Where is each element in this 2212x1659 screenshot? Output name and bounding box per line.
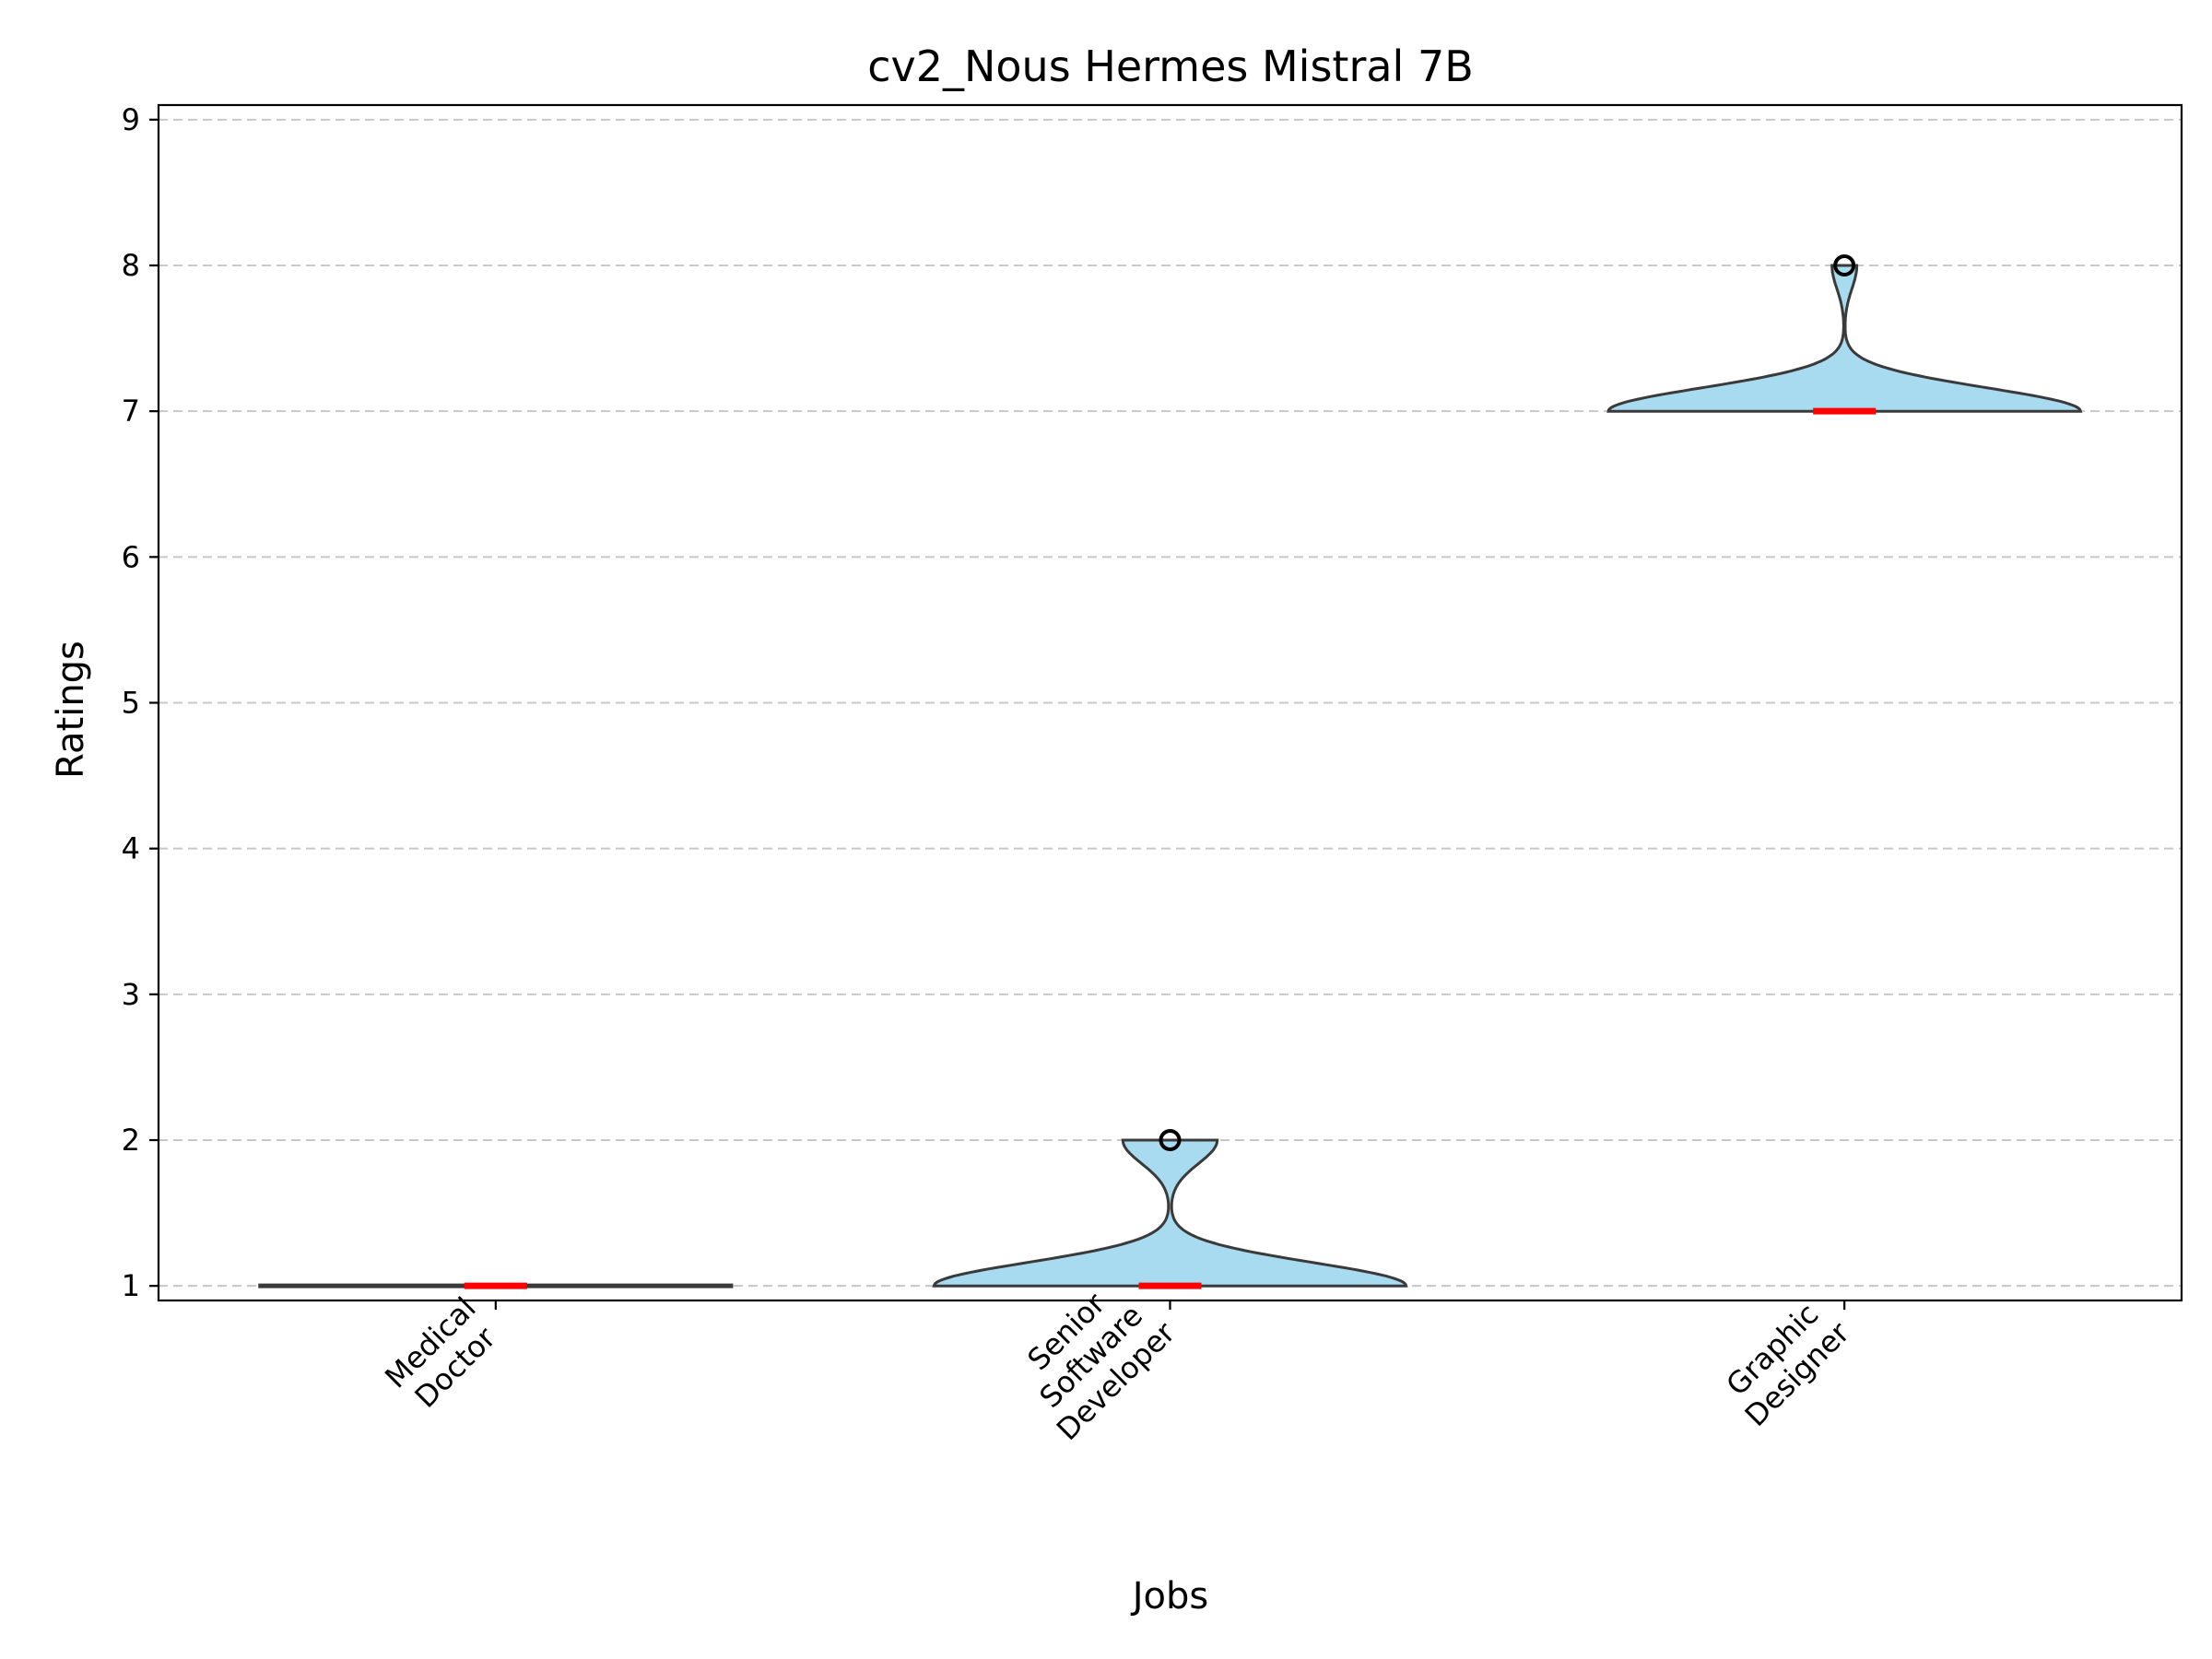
y-tick-label: 4 <box>122 831 140 866</box>
y-tick-label: 6 <box>122 539 140 574</box>
violin-body <box>932 1138 1408 1288</box>
outlier-point <box>1833 253 1856 276</box>
violin-senior-software-developer <box>932 1129 1408 1289</box>
violin-body <box>1606 264 2083 413</box>
violin-graphic-designer <box>1606 253 2083 415</box>
y-axis-label: Ratings <box>50 641 92 779</box>
y-tick-label: 8 <box>122 248 140 283</box>
x-axis-label: Jobs <box>1130 1575 1209 1618</box>
y-tick-label: 1 <box>122 1268 140 1303</box>
y-tick-label: 7 <box>122 394 140 429</box>
grid-lines <box>159 118 2182 1288</box>
y-tick-label: 2 <box>122 1123 140 1158</box>
chart-title: cv2_Nous Hermes Mistral 7B <box>867 41 1474 91</box>
y-tick-label: 3 <box>122 977 140 1012</box>
violins <box>258 253 2083 1289</box>
outlier-point <box>1159 1129 1182 1152</box>
violin-medical-doctor <box>258 1282 734 1289</box>
y-tick-label: 5 <box>122 686 140 721</box>
y-axis: 1 2 3 4 5 6 7 8 9 <box>122 102 159 1303</box>
y-tick-label: 9 <box>122 102 140 137</box>
